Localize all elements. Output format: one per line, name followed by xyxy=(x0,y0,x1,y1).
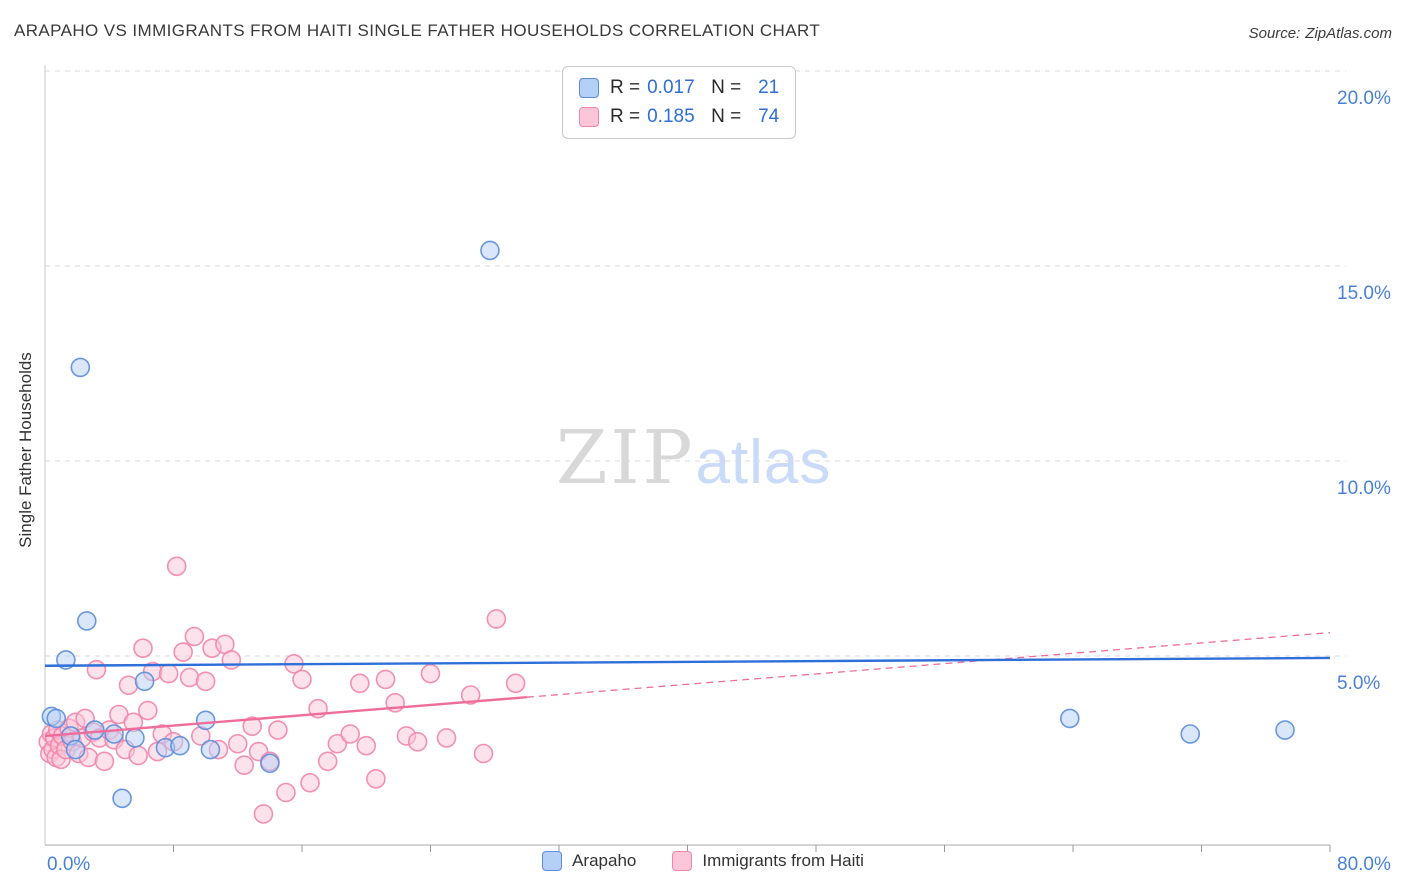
arapaho-swatch xyxy=(579,78,599,98)
trend-ext-haiti xyxy=(526,631,1331,698)
point-haiti xyxy=(276,782,296,803)
source: Source: ZipAtlas.com xyxy=(1249,25,1392,42)
page-title: ARAPAHO VS IMMIGRANTS FROM HAITI SINGLE … xyxy=(14,21,821,40)
point-haiti xyxy=(350,673,370,694)
point-haiti xyxy=(94,751,115,772)
y-tick-label: 20.0% xyxy=(1337,88,1391,109)
point-arapaho xyxy=(70,357,91,378)
legend-row-arapaho: R = 0.017 N = 21 xyxy=(579,77,779,99)
watermark-zip: ZIP xyxy=(556,415,696,501)
point-haiti xyxy=(184,626,205,647)
point-arapaho xyxy=(200,739,221,760)
trend-haiti xyxy=(44,695,527,738)
point-haiti xyxy=(460,685,481,705)
point-haiti xyxy=(253,804,274,824)
watermark: ZIPatlas xyxy=(556,415,831,501)
point-haiti xyxy=(375,669,396,690)
haiti-legend-label: Immigrants from Haiti xyxy=(702,851,864,870)
point-haiti xyxy=(473,743,494,764)
point-haiti xyxy=(300,772,320,793)
n-value: 74 xyxy=(758,106,780,127)
point-haiti xyxy=(234,755,254,776)
point-arapaho xyxy=(104,724,124,744)
point-arapaho xyxy=(1180,724,1201,744)
point-arapaho xyxy=(125,728,145,748)
y-tick-label: 5.0% xyxy=(1337,673,1380,694)
r-label: R = xyxy=(610,106,641,127)
point-haiti xyxy=(327,733,348,754)
point-haiti xyxy=(317,751,338,772)
x-min-label: 0.0% xyxy=(47,854,90,875)
point-arapaho xyxy=(170,735,190,756)
point-haiti xyxy=(173,642,193,662)
point-haiti xyxy=(179,667,200,688)
bottom-legend: Arapaho Immigrants from Haiti xyxy=(120,851,1286,871)
point-arapaho xyxy=(480,240,500,261)
y-tick-label: 15.0% xyxy=(1337,283,1391,304)
r-value: 0.017 xyxy=(647,77,695,98)
legend-box: R = 0.017 N = 21 R = 0.185 N = 74 xyxy=(562,66,797,139)
point-arapaho xyxy=(65,739,86,760)
point-arapaho xyxy=(134,671,155,692)
point-haiti xyxy=(420,663,441,684)
point-haiti xyxy=(505,673,526,694)
point-haiti xyxy=(133,638,153,659)
r-value: 0.185 xyxy=(647,106,695,127)
point-haiti xyxy=(118,675,139,696)
arapaho-legend-label: Arapaho xyxy=(572,851,637,870)
point-haiti xyxy=(366,769,386,789)
point-arapaho xyxy=(46,708,67,729)
n-label: N = xyxy=(711,106,742,127)
source-name: ZipAtlas.com xyxy=(1305,25,1392,42)
point-haiti xyxy=(166,556,187,577)
n-label: N = xyxy=(711,77,742,98)
x-max-label: 80.0% xyxy=(1337,854,1391,875)
watermark-atlas: atlas xyxy=(695,428,832,497)
legend-item-arapaho: Arapaho xyxy=(542,851,636,871)
point-haiti xyxy=(407,731,428,752)
point-haiti xyxy=(138,700,158,721)
point-haiti xyxy=(242,716,263,737)
point-arapaho xyxy=(84,720,105,740)
point-haiti xyxy=(486,609,507,629)
point-haiti xyxy=(268,720,288,740)
trend-arapaho xyxy=(44,656,1331,667)
point-arapaho xyxy=(76,611,97,631)
arapaho-legend-swatch xyxy=(542,851,563,871)
y-tick-label: 10.0% xyxy=(1337,478,1391,499)
point-arapaho xyxy=(195,710,216,731)
point-haiti xyxy=(292,669,312,690)
haiti-legend-swatch xyxy=(672,851,693,871)
point-arapaho xyxy=(1275,720,1295,740)
point-haiti xyxy=(86,659,107,680)
n-value: 21 xyxy=(758,77,780,98)
legend-item-haiti: Immigrants from Haiti xyxy=(672,851,864,871)
point-haiti xyxy=(158,663,179,684)
point-haiti xyxy=(340,724,360,744)
point-haiti xyxy=(128,745,148,766)
point-arapaho xyxy=(112,788,132,809)
haiti-swatch xyxy=(579,107,599,127)
legend-row-haiti: R = 0.185 N = 74 xyxy=(579,106,779,128)
point-haiti xyxy=(356,735,377,756)
point-haiti xyxy=(227,733,248,754)
point-haiti xyxy=(436,728,457,748)
point-arapaho xyxy=(1059,708,1080,729)
point-arapaho xyxy=(260,753,280,774)
point-haiti xyxy=(221,650,242,670)
y-axis-label: Single Father Households xyxy=(16,352,35,548)
r-label: R = xyxy=(610,77,641,98)
point-haiti xyxy=(195,671,216,692)
source-prefix: Source: xyxy=(1248,25,1301,42)
